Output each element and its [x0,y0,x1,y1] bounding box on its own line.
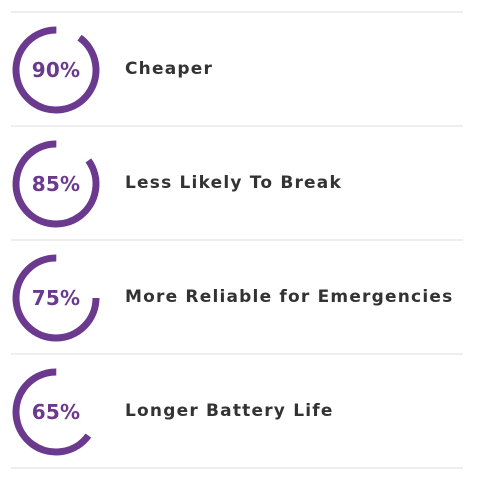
divider [11,467,463,469]
progress-ring-0: 90% [11,25,101,115]
percent-label-1: 85% [31,172,81,196]
progress-ring-svg-0 [12,26,100,114]
progress-arc-0 [12,26,100,114]
progress-ring-svg-3 [12,368,100,456]
percent-label-3: 65% [31,400,81,424]
progress-arc-3 [12,368,100,456]
progress-ring-svg-1 [12,140,100,228]
progress-ring-3: 65% [11,367,101,457]
progress-arc-2 [12,254,100,342]
stats-list: 90% Cheaper 85% Less Likely To Break 75%… [11,11,463,469]
stat-label-0: Cheaper [125,59,214,79]
progress-ring-2: 75% [11,253,101,343]
progress-ring-1: 85% [11,139,101,229]
divider [11,125,463,127]
divider [11,353,463,355]
percent-label-2: 75% [31,286,81,310]
divider [11,11,463,13]
stat-row-1: 85% Less Likely To Break [11,127,463,239]
percent-label-0: 90% [31,58,81,82]
stat-row-0: 90% Cheaper [11,13,463,125]
stat-row-3: 65% Longer Battery Life [11,355,463,467]
progress-ring-svg-2 [12,254,100,342]
divider [11,239,463,241]
stat-label-3: Longer Battery Life [125,401,334,421]
stat-row-2: 75% More Reliable for Emergencies [11,241,463,353]
stat-label-2: More Reliable for Emergencies [125,287,454,307]
stat-label-1: Less Likely To Break [125,173,342,193]
